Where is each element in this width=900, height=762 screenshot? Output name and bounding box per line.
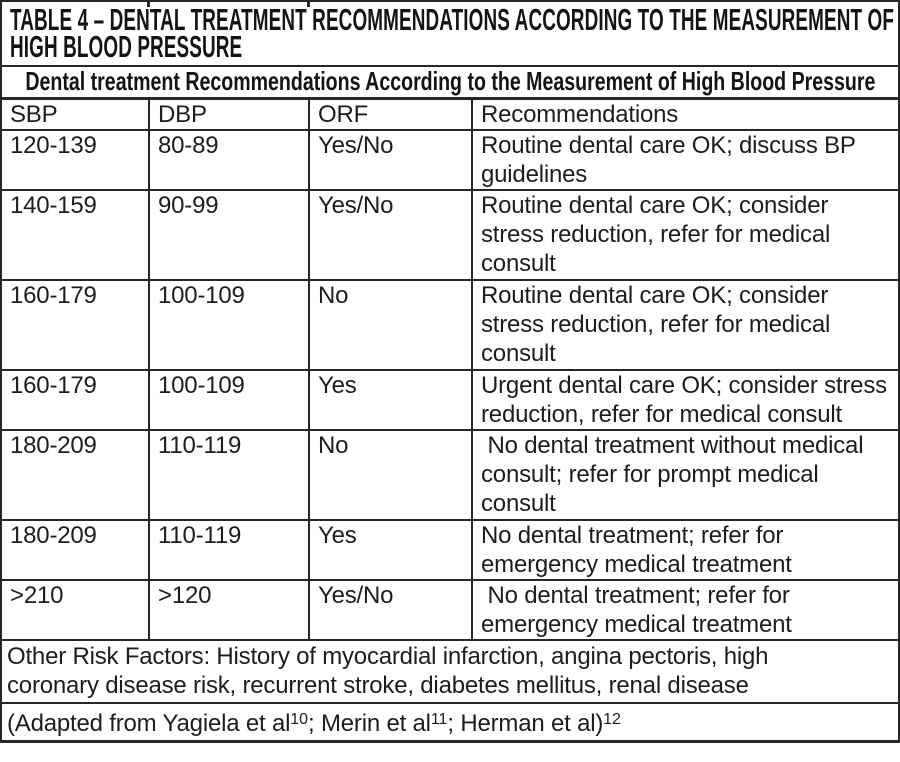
table-subtitle: Dental treatment Recommendations Accordi… [2,67,898,100]
citation-superscript: 11 [430,711,448,728]
table-title-text: TABLE 4 – DENTAL TREATMENT RECOMMENDATIO… [10,2,895,64]
dbp-cell: >120 [148,579,310,641]
table-row: 180-209 110-119 No No dental treatment wit… [1,429,899,521]
recommendation-cell: No dental treatment without medical cons… [471,429,899,521]
header-row: SBP DBP ORF Recommendations [1,99,899,131]
orf-cell: No [308,429,473,521]
orf-cell: No [308,279,473,371]
table-row: 160-179 100-109 Yes Urgent dental care OK; … [1,369,899,431]
table-subtitle-text: Dental treatment Recommendations Accordi… [25,66,875,96]
dental-bp-table: TABLE 4 – DENTAL TREATMENT RECOMMENDATIO… [0,0,900,743]
table-row: 120-139 80-89 Yes/No Routine dental care OK… [1,129,899,191]
border-remnant-line [147,2,150,7]
citation-text: (Adapted from Yagiela et al10; Merin et … [1,702,899,741]
dbp-cell: 110-119 [148,429,310,521]
column-header-sbp: SBP [1,99,150,131]
dbp-cell: 90-99 [148,189,310,281]
recommendation-cell: Urgent dental care OK; consider stress r… [471,369,899,431]
orf-cell: Yes [308,519,473,581]
table-row: 160-179 100-109 No Routine dental care OK; … [1,279,899,371]
recommendation-cell: No dental treatment; refer for emergency… [471,579,899,641]
sbp-cell: 160-179 [1,279,150,371]
bp-recommendations-grid: SBP DBP ORF Recommendations 120-139 80-89… [1,99,899,741]
table-title: TABLE 4 – DENTAL TREATMENT RECOMMENDATIO… [2,2,898,67]
sbp-cell: 120-139 [1,129,150,191]
column-header-orf: ORF [308,99,473,131]
orf-cell: Yes/No [308,129,473,191]
table-row: 140-159 90-99 Yes/No Routine dental care OK… [1,189,899,281]
dbp-cell: 110-119 [148,519,310,581]
sbp-cell: 180-209 [1,519,150,581]
border-remnant-line [307,2,310,7]
table-row: >210 >120 Yes/No No dental treatment; refe… [1,579,899,641]
dbp-cell: 80-89 [148,129,310,191]
recommendation-cell: No dental treatment; refer for emergency… [471,519,899,581]
dbp-cell: 100-109 [148,279,310,371]
recommendation-cell: Routine dental care OK; consider stress … [471,279,899,371]
dbp-cell: 100-109 [148,369,310,431]
citation-superscript: 12 [603,711,621,728]
sbp-cell: 180-209 [1,429,150,521]
sbp-cell: 140-159 [1,189,150,281]
other-risk-factors-row: Other Risk Factors: History of myocardia… [1,639,899,704]
orf-cell: Yes/No [308,579,473,641]
citation-row: (Adapted from Yagiela et al10; Merin et … [1,702,899,741]
sbp-cell: 160-179 [1,369,150,431]
orf-cell: Yes/No [308,189,473,281]
other-risk-factors-text: Other Risk Factors: History of myocardia… [1,639,899,704]
sbp-cell: >210 [1,579,150,641]
recommendation-cell: Routine dental care OK; consider stress … [471,189,899,281]
column-header-dbp: DBP [148,99,310,131]
orf-cell: Yes [308,369,473,431]
citation-superscript: 10 [290,711,309,728]
column-header-recommendations: Recommendations [471,99,899,131]
recommendation-cell: Routine dental care OK; discuss BP guide… [471,129,899,191]
table-row: 180-209 110-119 Yes No dental treatment; re… [1,519,899,581]
